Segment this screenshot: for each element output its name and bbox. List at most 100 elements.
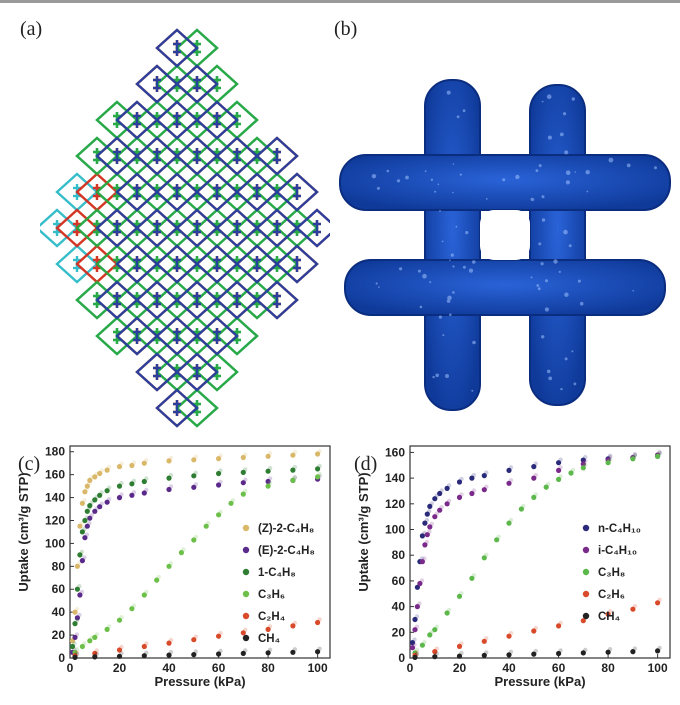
chart-c-point bbox=[129, 481, 135, 487]
chart-c-point-desorption bbox=[168, 472, 174, 478]
chart-d-point bbox=[580, 465, 586, 471]
chart-c-point-desorption bbox=[193, 649, 198, 654]
chart-d-point bbox=[531, 628, 537, 634]
chart-d-point-desorption bbox=[533, 648, 538, 654]
chart-d-legend-label: i-C₄H₁₀ bbox=[598, 545, 637, 557]
chart-c-point bbox=[77, 552, 83, 558]
chart-c-point-desorption bbox=[94, 651, 100, 657]
chart-d-point-desorption bbox=[434, 624, 439, 629]
chart-d-x-axis-label: Pressure (kPa) bbox=[494, 674, 585, 689]
chart-c-point-desorption bbox=[193, 470, 198, 475]
chart-c-point bbox=[79, 500, 85, 506]
chart-d-point-desorption bbox=[417, 601, 422, 606]
panel-label-d: (d) bbox=[354, 453, 377, 475]
chart-c-point bbox=[216, 633, 222, 639]
chart-d-point bbox=[432, 627, 438, 633]
chart-d-point-desorption bbox=[412, 637, 417, 642]
chart-c-point bbox=[79, 558, 85, 564]
chart-c-point bbox=[116, 495, 123, 501]
chart-c-point-desorption bbox=[317, 448, 322, 454]
chart-d-point-desorption bbox=[583, 647, 588, 653]
chart-c-point bbox=[77, 523, 83, 529]
chart-c-point-desorption bbox=[317, 617, 322, 622]
chart-d-point bbox=[605, 611, 611, 617]
chart-d-point bbox=[444, 610, 450, 616]
chart-c-point bbox=[228, 500, 234, 506]
chart-c-legend-marker bbox=[242, 524, 250, 532]
chart-c-point bbox=[87, 477, 93, 483]
chart-d-legend-label: n-C₄H₁₀ bbox=[598, 523, 641, 535]
chart-c-y-tick-label: 0 bbox=[58, 651, 65, 665]
chart-d-point bbox=[518, 506, 524, 512]
chart-d-point-desorption bbox=[424, 517, 430, 523]
chart-c-point bbox=[92, 654, 98, 660]
chart-d-point bbox=[481, 652, 487, 658]
chart-c-point-desorption bbox=[79, 549, 85, 555]
chart-d-point bbox=[531, 475, 537, 481]
chart-c-series-4 bbox=[72, 471, 322, 655]
chart-c-point-desorption bbox=[267, 647, 273, 652]
chart-c-point bbox=[79, 529, 85, 535]
chart-d-point-desorption bbox=[632, 646, 638, 651]
chart-c-point bbox=[72, 634, 78, 640]
chart-d-point bbox=[419, 642, 425, 648]
chart-c-point-desorption bbox=[168, 649, 174, 655]
chart-c-point bbox=[87, 515, 93, 521]
chart-c-point bbox=[240, 480, 246, 486]
chart-d-point-desorption bbox=[484, 650, 489, 655]
chart-d-legend-marker bbox=[582, 524, 590, 532]
chart-d-point-desorption bbox=[607, 457, 613, 462]
chart-c-legend-label: C₃H₆ bbox=[258, 589, 285, 601]
chart-d-series-3 bbox=[412, 451, 662, 656]
chart-d-point bbox=[437, 490, 443, 497]
top-rule bbox=[0, 0, 680, 3]
chart-d-point bbox=[414, 604, 420, 610]
chart-d-point bbox=[456, 643, 463, 649]
chart-c-y-tick-label: 140 bbox=[45, 491, 65, 505]
chart-d-point-desorption bbox=[412, 642, 417, 647]
chart-d-point bbox=[432, 514, 438, 520]
chart-d-point bbox=[531, 464, 537, 470]
chart-c-point bbox=[141, 653, 147, 659]
chart-d-point bbox=[481, 487, 487, 493]
chart-c-point bbox=[84, 483, 90, 489]
chart-c-point bbox=[166, 640, 172, 646]
chart-d-point-desorption bbox=[446, 483, 452, 488]
chart-d-point-desorption bbox=[429, 501, 434, 506]
chart-c-point-desorption bbox=[77, 584, 82, 589]
chart-c-point-desorption bbox=[82, 526, 87, 532]
chart-c-point bbox=[116, 464, 123, 470]
chart-c-point bbox=[116, 647, 123, 653]
chart-c-legend-label: CH₄ bbox=[258, 633, 280, 645]
chart-d-legend-label: CH₄ bbox=[598, 611, 620, 623]
chart-d-point-desorption bbox=[508, 649, 514, 654]
chart-c-series-6 bbox=[72, 646, 322, 660]
chart-d-x-tick-label: 40 bbox=[502, 661, 516, 675]
chart-d-point bbox=[456, 479, 463, 485]
chart-d-point bbox=[556, 650, 562, 657]
chart-d-y-tick-label: 120 bbox=[385, 497, 405, 511]
chart-d-y-tick-label: 100 bbox=[385, 523, 405, 537]
chart-d-point-desorption bbox=[459, 492, 464, 497]
chart-c-point bbox=[265, 478, 271, 485]
chart-d-y-tick-label: 160 bbox=[385, 445, 405, 459]
chart-c-point bbox=[141, 592, 147, 598]
chart-d-point bbox=[556, 467, 562, 473]
chart-d-point-desorption bbox=[484, 636, 489, 641]
chart-d-legend-label: C₃H₈ bbox=[598, 567, 625, 579]
chart-c-point-desorption bbox=[206, 521, 211, 526]
chart-c-point-desorption bbox=[292, 647, 298, 652]
chart-c-x-tick-label: 80 bbox=[261, 661, 275, 675]
chart-c-point bbox=[240, 469, 246, 475]
chart-c-point-desorption bbox=[317, 471, 322, 477]
chart-c-point bbox=[290, 452, 296, 458]
chart-c-point bbox=[141, 490, 147, 496]
chart-d-point-desorption bbox=[632, 604, 638, 609]
chart-c-point-desorption bbox=[144, 458, 149, 463]
chart-c-legend-label: (Z)-2-C₄H₈ bbox=[258, 523, 314, 535]
chart-d-point-desorption bbox=[424, 539, 430, 545]
chart-c-point-desorption bbox=[317, 646, 322, 651]
chart-c-point bbox=[77, 592, 83, 598]
chart-c-point-desorption bbox=[193, 634, 198, 639]
chart-c-point bbox=[265, 453, 271, 459]
